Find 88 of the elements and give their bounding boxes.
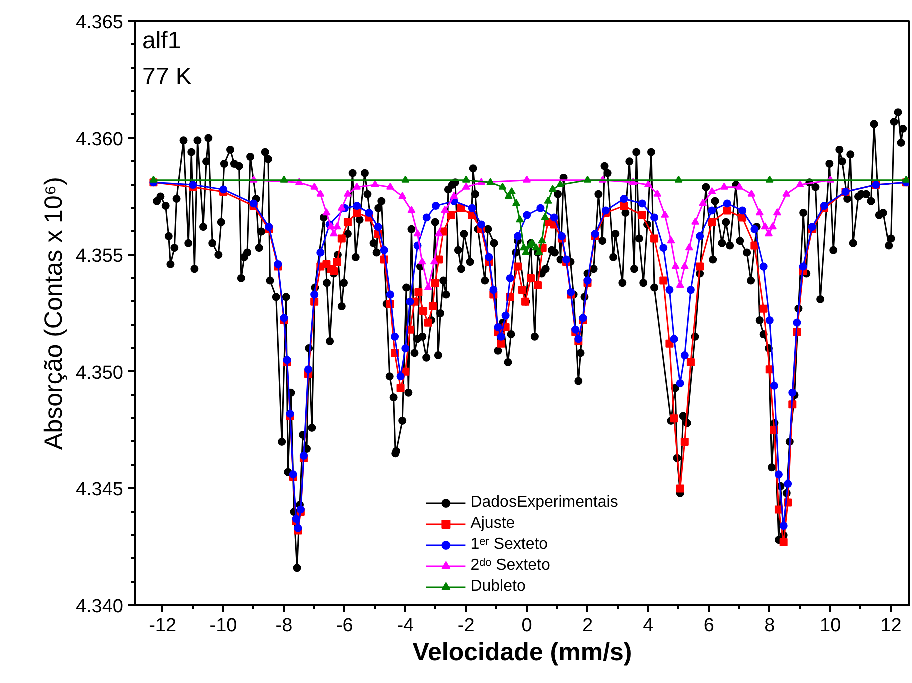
point (516, 216, 524, 223)
point (748, 190, 756, 197)
x-tick-label: -2 (458, 616, 475, 636)
point (548, 185, 557, 192)
x-tick-label: -8 (276, 616, 293, 636)
point (310, 182, 319, 190)
y-tick-label: 4.340 (76, 596, 124, 618)
point (435, 230, 444, 237)
point (333, 222, 342, 230)
x-tick-label: 6 (704, 616, 714, 636)
point (796, 180, 804, 188)
y-tick-label: 4.350 (76, 362, 124, 384)
x-tick-label: 10 (820, 616, 842, 636)
point (424, 283, 432, 290)
point (720, 182, 728, 190)
point (768, 222, 777, 230)
x-tick-label: -6 (336, 616, 354, 636)
point (692, 218, 700, 225)
point (654, 190, 662, 197)
point (708, 187, 716, 195)
point (344, 190, 352, 197)
point (667, 236, 676, 244)
point (773, 208, 782, 216)
y-tick-label: 4.365 (76, 12, 124, 34)
point (371, 180, 380, 188)
point (676, 280, 684, 288)
annotation: alf1 (142, 28, 182, 54)
point (761, 222, 770, 230)
point (486, 178, 495, 186)
point (498, 182, 507, 190)
point (672, 262, 680, 270)
point (902, 176, 910, 183)
x-tick-label: -4 (397, 616, 415, 636)
point (766, 176, 774, 183)
point (661, 210, 670, 218)
legend-label: DadosExperimentais (470, 494, 618, 512)
point (441, 206, 450, 214)
point (699, 199, 708, 206)
point (462, 182, 470, 190)
point (398, 192, 407, 200)
x-tick-label: 12 (880, 616, 902, 636)
y-tick-label: 4.345 (76, 480, 124, 501)
x-axis-title: Velocidade (mm/s) (412, 638, 632, 666)
point (353, 182, 362, 190)
point (523, 176, 532, 183)
point (150, 176, 158, 183)
point (508, 187, 516, 195)
point (584, 176, 592, 183)
legend-label: 1ᵉʳ Sexteto (470, 536, 548, 554)
point (408, 206, 416, 214)
point (680, 262, 689, 270)
point (556, 180, 564, 188)
x-tick-label: -12 (149, 616, 177, 636)
point (430, 258, 438, 265)
point (736, 182, 744, 190)
point (450, 192, 458, 200)
point (402, 176, 410, 183)
x-tick-label: 0 (522, 616, 532, 636)
x-tick-label: 2 (582, 616, 594, 636)
point (674, 176, 683, 183)
x-tick-label: 4 (643, 616, 654, 636)
point (280, 176, 288, 183)
point (685, 244, 694, 251)
point (386, 182, 394, 190)
x-tick-label: 8 (764, 616, 776, 636)
x-tick-label: -10 (210, 616, 238, 636)
point (316, 190, 325, 197)
annotation: 77 K (142, 64, 192, 90)
point (541, 213, 550, 220)
legend-label: Ajuste (470, 515, 516, 533)
y-axis-title: Absorção (Contas x 10⁶) (40, 177, 68, 450)
point (764, 230, 773, 237)
y-tick-label: 4.355 (76, 246, 124, 268)
point (414, 230, 422, 237)
point (544, 196, 552, 204)
point (538, 236, 546, 244)
legend-label: Dubleto (470, 578, 526, 596)
point (512, 199, 520, 206)
point (322, 208, 331, 216)
point (338, 204, 346, 211)
point (756, 208, 764, 216)
legend-label: 2ᵈᵒ Sexteto (470, 557, 550, 575)
y-tick-label: 4.360 (76, 129, 124, 150)
point (330, 230, 338, 237)
point (782, 190, 791, 197)
point (644, 180, 652, 188)
point (418, 258, 426, 265)
point (462, 176, 470, 183)
